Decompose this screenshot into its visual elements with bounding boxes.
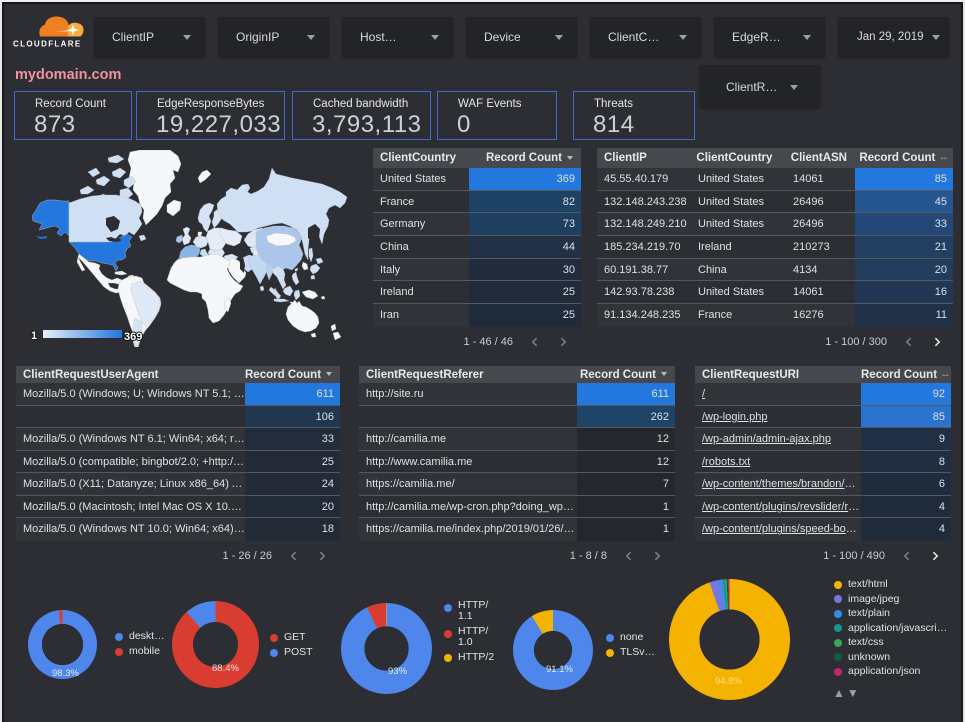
svg-text:369: 369 xyxy=(124,331,142,343)
svg-text:1: 1 xyxy=(31,330,37,342)
svg-text:CLOUDFLARE: CLOUDFLARE xyxy=(13,40,82,49)
